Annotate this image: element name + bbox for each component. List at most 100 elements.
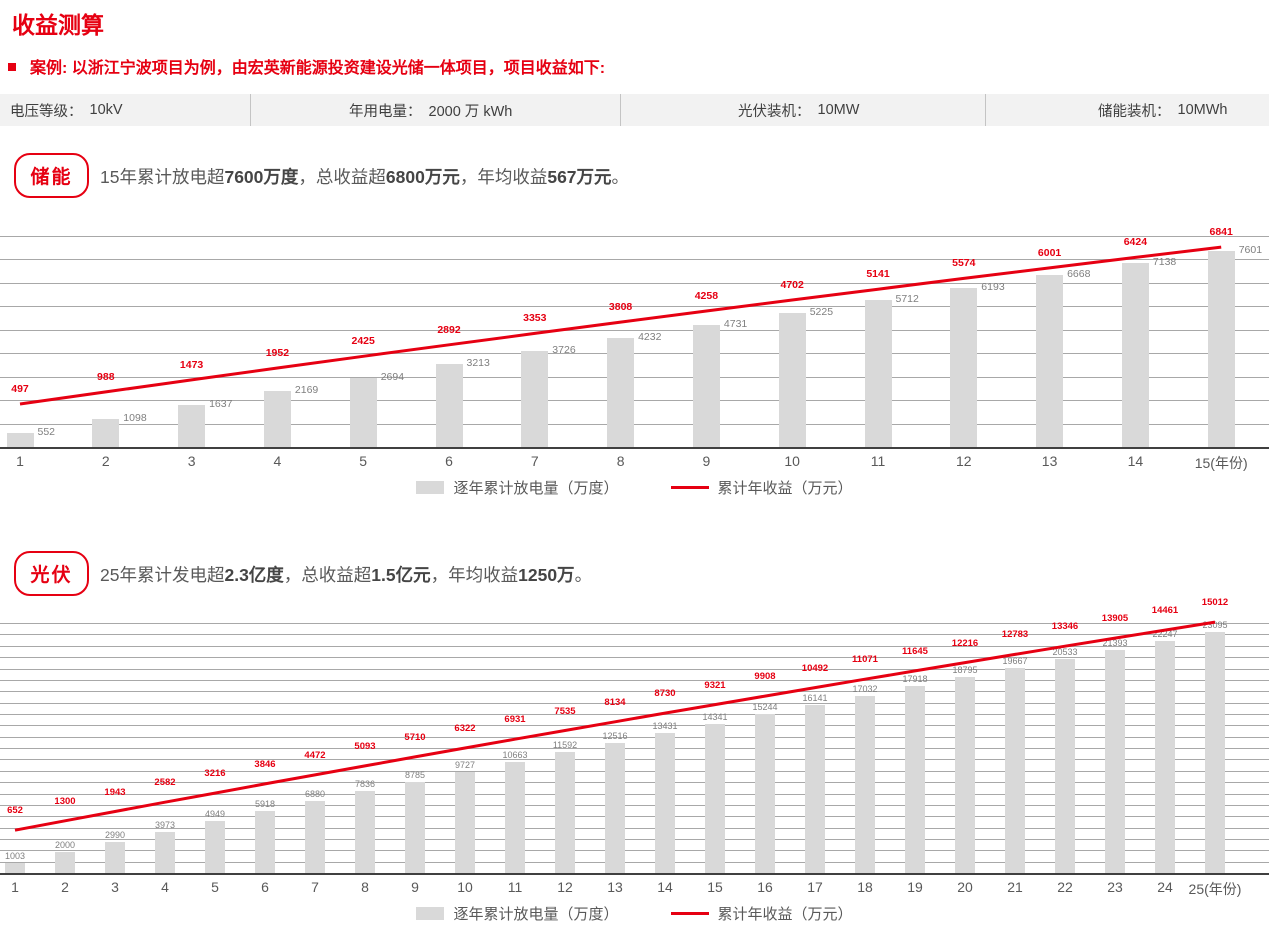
- bar: [1121, 263, 1149, 447]
- bar: [105, 841, 125, 873]
- line-value-label: 8134: [604, 696, 626, 708]
- spec-voltage: 电压等级： 10kV: [0, 94, 250, 126]
- storage-chart: 552 1098 1637 2169 2694 3213 3726 4232 4731 5225 5…: [0, 226, 1269, 478]
- text-run: 。: [574, 565, 593, 585]
- x-axis-label: 22: [1057, 879, 1073, 895]
- pv-chart: 1003 2000 2990 3973 4949 5918 6880 7836 8785 9727…: [0, 597, 1269, 897]
- bar: [435, 364, 463, 447]
- line-value-label: 6931: [504, 714, 526, 726]
- bar: [155, 831, 175, 873]
- bar-value-label: 23095: [1202, 620, 1228, 631]
- gridline: [0, 376, 1269, 378]
- x-axis-label: 5: [359, 453, 368, 469]
- bar: [705, 723, 725, 873]
- x-axis-label: 5: [211, 879, 219, 895]
- highlight-number: 1250万: [518, 565, 575, 585]
- bar: [349, 377, 377, 447]
- bar-value-label: 17918: [902, 674, 928, 685]
- line-value-label: 3808: [608, 301, 633, 314]
- x-axis-label: 3: [187, 453, 196, 469]
- line-value-label: 5574: [952, 257, 976, 270]
- legend-label: 逐年累计放电量（万度）: [453, 480, 619, 497]
- bar: [255, 811, 275, 873]
- bar-value-label: 7601: [1238, 244, 1263, 257]
- x-axis-label: 25(年份): [1188, 881, 1242, 897]
- x-axis-label: 3: [111, 879, 119, 895]
- bar-value-label: 8785: [404, 769, 426, 780]
- page-title: 收益测算: [12, 12, 104, 38]
- x-axis-label: 24: [1157, 879, 1173, 895]
- bar-value-label: 4949: [204, 809, 226, 820]
- bar: [6, 432, 34, 447]
- x-axis-label: 2: [61, 879, 69, 895]
- line-value-label: 6001: [1037, 246, 1062, 259]
- line-value-label: 9321: [704, 679, 726, 691]
- bar: [521, 351, 549, 447]
- bar: [864, 300, 892, 447]
- legend-label: 逐年累计放电量（万度）: [453, 906, 619, 923]
- spec-value: 2000 万 kWh: [428, 103, 513, 120]
- line-value-label: 1300: [54, 795, 76, 807]
- line-swatch-icon: [670, 486, 709, 489]
- bar: [655, 733, 675, 873]
- line-value-label: 6841: [1209, 226, 1233, 239]
- line-value-label: 3353: [523, 312, 547, 325]
- spec-storage-capacity: 储能装机： 10MWh: [985, 94, 1269, 126]
- pv-chart-legend: 逐年累计放电量（万度） 累计年收益（万元）: [0, 903, 1269, 924]
- gridline: [0, 645, 1269, 647]
- x-axis-label: 11: [507, 879, 523, 895]
- bar: [805, 704, 825, 873]
- line-value-label: 5141: [866, 268, 890, 281]
- x-axis-label: 20: [957, 879, 973, 895]
- bar-value-label: 13431: [652, 721, 678, 732]
- highlight-number: 567万元: [547, 167, 612, 187]
- bar-value-label: 5712: [895, 293, 919, 305]
- bar: [692, 325, 720, 447]
- bar-value-label: 7138: [1152, 256, 1177, 269]
- bar: [1005, 668, 1025, 873]
- bar: [605, 742, 625, 873]
- line-value-label: 5093: [354, 740, 376, 752]
- spec-value: 10kV: [89, 102, 123, 118]
- storage-badge: 储能: [14, 153, 89, 198]
- bar-value-label: 9727: [454, 759, 476, 770]
- bar-value-label: 4731: [723, 318, 748, 331]
- x-axis-label: 9: [411, 879, 419, 895]
- gridline: [0, 713, 1269, 715]
- gridline: [0, 259, 1269, 261]
- line-value-label: 4472: [304, 749, 326, 761]
- line-value-label: 9908: [754, 671, 776, 683]
- bar: [455, 771, 475, 873]
- bar-value-label: 10663: [502, 749, 528, 760]
- bar: [555, 752, 575, 873]
- x-axis-label: 13: [607, 879, 623, 895]
- line-value-label: 652: [7, 805, 23, 817]
- line-value-label: 2425: [351, 335, 375, 348]
- text-run: 25年累计发电超: [100, 565, 225, 585]
- gridline: [0, 623, 1269, 624]
- line-value-label: 8730: [654, 688, 676, 700]
- line-value-label: 1952: [265, 347, 290, 359]
- bar-value-label: 2694: [380, 370, 405, 383]
- x-axis-label: 15(年份): [1194, 455, 1248, 471]
- bar-value-label: 6880: [304, 789, 326, 800]
- bar-value-label: 6193: [981, 280, 1005, 293]
- bar-value-label: 3726: [552, 344, 576, 357]
- x-axis-label: 2: [101, 453, 110, 469]
- x-axis-label: 9: [702, 453, 711, 469]
- x-axis-label: 12: [557, 879, 573, 895]
- bar-swatch-icon: [416, 907, 445, 920]
- gridline: [0, 861, 1269, 863]
- gridline: [0, 782, 1269, 784]
- line-value-label: 11645: [902, 645, 928, 657]
- gridline: [0, 236, 1269, 237]
- bar-value-label: 4232: [638, 331, 662, 344]
- bar-value-label: 1098: [123, 411, 147, 424]
- bar-value-label: 20533: [1052, 647, 1078, 658]
- bar: [778, 312, 806, 447]
- bar: [1105, 650, 1125, 873]
- gridline: [0, 423, 1269, 425]
- line-value-label: 13905: [1101, 613, 1129, 625]
- gridline: [0, 725, 1269, 727]
